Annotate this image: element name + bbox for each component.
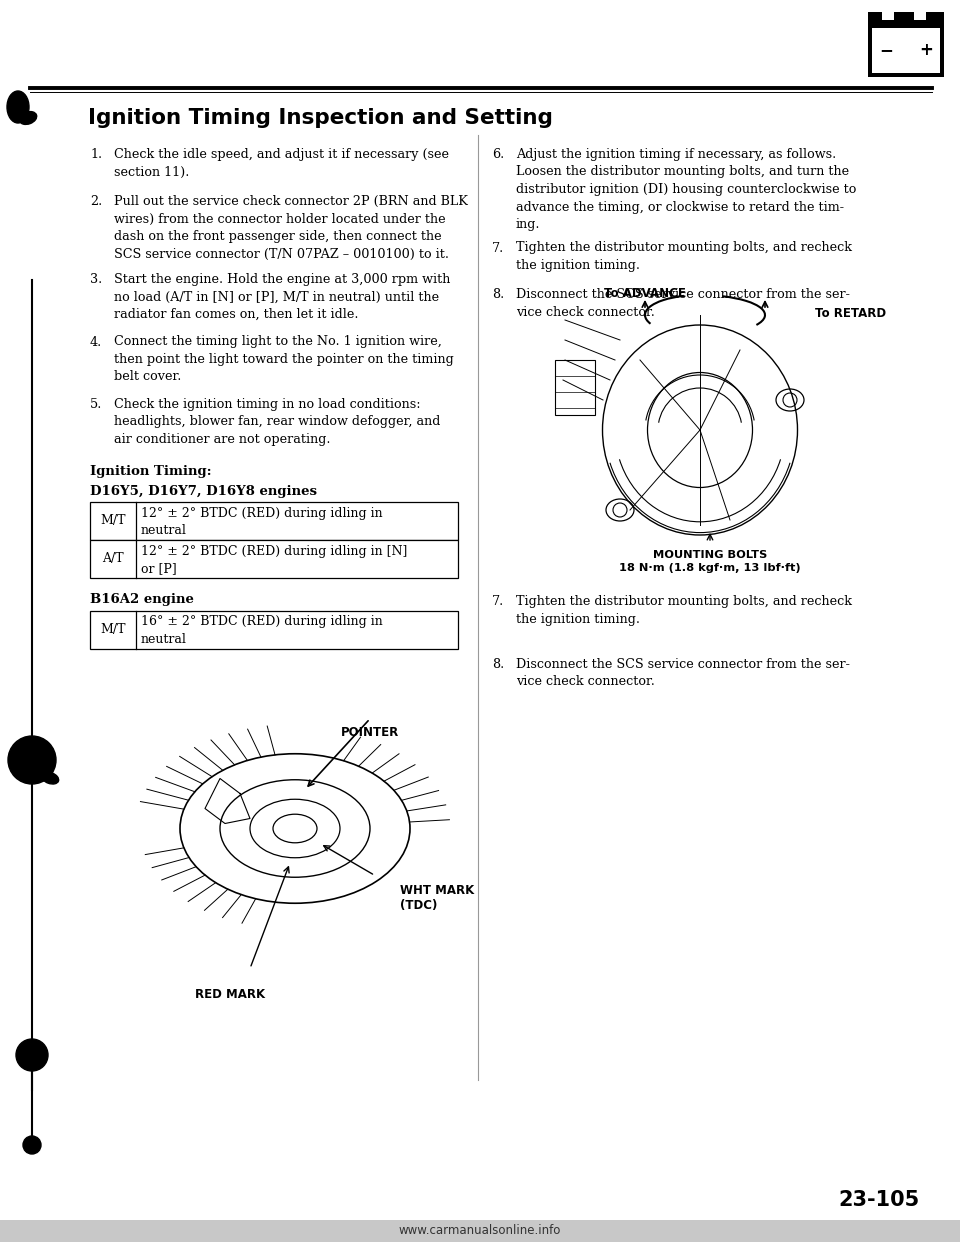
Circle shape — [16, 1040, 48, 1071]
Text: Disconnect the SCS service connector from the ser-
vice check connector.: Disconnect the SCS service connector fro… — [516, 657, 850, 688]
Text: 2.: 2. — [90, 195, 103, 207]
Text: Check the ignition timing in no load conditions:
headlights, blower fan, rear wi: Check the ignition timing in no load con… — [114, 397, 441, 446]
Bar — [90, 539, 458, 578]
Bar — [872, 29, 940, 73]
Bar — [0, 1220, 960, 1242]
Bar — [914, 10, 926, 20]
Text: 5.: 5. — [90, 397, 103, 411]
Text: Ignition Timing:: Ignition Timing: — [90, 465, 211, 477]
Text: RED MARK: RED MARK — [195, 989, 265, 1001]
Text: Connect the timing light to the No. 1 ignition wire,
then point the light toward: Connect the timing light to the No. 1 ig… — [114, 335, 454, 384]
Text: 7.: 7. — [492, 241, 504, 255]
Text: Tighten the distributor mounting bolts, and recheck
the ignition timing.: Tighten the distributor mounting bolts, … — [516, 241, 852, 272]
Text: +: + — [919, 41, 933, 60]
Text: 23-105: 23-105 — [839, 1190, 920, 1210]
Text: To RETARD: To RETARD — [815, 307, 886, 320]
Text: 16° ± 2° BTDC (RED) during idling in
neutral: 16° ± 2° BTDC (RED) during idling in neu… — [141, 616, 383, 646]
Bar — [555, 360, 595, 415]
Text: Adjust the ignition timing if necessary, as follows.
Loosen the distributor moun: Adjust the ignition timing if necessary,… — [516, 148, 856, 231]
Circle shape — [8, 737, 56, 784]
Text: A/T: A/T — [102, 551, 124, 565]
Text: B16A2 engine: B16A2 engine — [90, 594, 194, 606]
Circle shape — [23, 1136, 41, 1154]
Text: MOUNTING BOLTS
18 N·m (1.8 kgf·m, 13 lbf·ft): MOUNTING BOLTS 18 N·m (1.8 kgf·m, 13 lbf… — [619, 550, 801, 574]
Bar — [882, 10, 894, 20]
Text: 12° ± 2° BTDC (RED) during idling in
neutral: 12° ± 2° BTDC (RED) during idling in neu… — [141, 507, 383, 537]
Text: M/T: M/T — [100, 623, 126, 636]
Ellipse shape — [19, 112, 36, 124]
Text: 6.: 6. — [492, 148, 504, 161]
Ellipse shape — [41, 773, 59, 784]
Text: www.carmanualsonline.info: www.carmanualsonline.info — [398, 1225, 562, 1237]
Ellipse shape — [7, 91, 29, 123]
Text: −: − — [879, 41, 893, 60]
Bar — [868, 12, 944, 77]
Text: Ignition Timing Inspection and Setting: Ignition Timing Inspection and Setting — [88, 108, 553, 128]
Text: Disconnect the SCS service connector from the ser-
vice check connector.: Disconnect the SCS service connector fro… — [516, 288, 850, 319]
Text: 12° ± 2° BTDC (RED) during idling in [N]
or [P]: 12° ± 2° BTDC (RED) during idling in [N]… — [141, 544, 407, 575]
Text: POINTER: POINTER — [341, 725, 399, 739]
Text: 3.: 3. — [90, 273, 103, 286]
Text: D16Y5, D16Y7, D16Y8 engines: D16Y5, D16Y7, D16Y8 engines — [90, 484, 317, 498]
Text: 4.: 4. — [90, 335, 103, 349]
Text: Start the engine. Hold the engine at 3,000 rpm with
no load (A/T in [N] or [P], : Start the engine. Hold the engine at 3,0… — [114, 273, 450, 320]
Text: Pull out the service check connector 2P (BRN and BLK
wires) from the connector h: Pull out the service check connector 2P … — [114, 195, 468, 261]
Text: Tighten the distributor mounting bolts, and recheck
the ignition timing.: Tighten the distributor mounting bolts, … — [516, 595, 852, 626]
Text: 8.: 8. — [492, 288, 504, 302]
Bar — [90, 502, 458, 539]
Text: WHT MARK
(TDC): WHT MARK (TDC) — [400, 883, 474, 913]
Bar — [90, 611, 458, 648]
Text: 7.: 7. — [492, 595, 504, 609]
Text: 8.: 8. — [492, 657, 504, 671]
Text: To ADVANCE: To ADVANCE — [604, 287, 686, 301]
Text: 1.: 1. — [90, 148, 102, 161]
Text: Check the idle speed, and adjust it if necessary (see
section 11).: Check the idle speed, and adjust it if n… — [114, 148, 449, 179]
Text: M/T: M/T — [100, 514, 126, 527]
